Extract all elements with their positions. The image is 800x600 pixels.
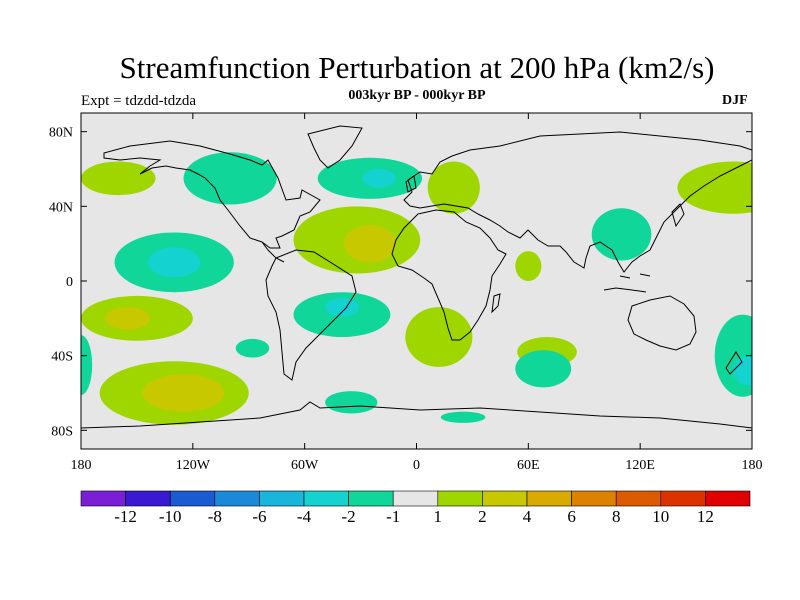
anomaly-region-24 xyxy=(142,374,225,412)
coast-central-america xyxy=(261,241,285,263)
anomaly-region-21 xyxy=(733,355,752,386)
colorbar-label: -6 xyxy=(252,507,266,526)
anomaly-region-22 xyxy=(81,335,93,395)
coast-north-america xyxy=(103,140,321,249)
x-tick-label: 120W xyxy=(176,458,211,473)
map-panel: 180 120W 60W 0 60E 120E 180 80N 40N 0 40S 80S xyxy=(49,112,763,473)
anomaly-region-4 xyxy=(427,161,480,214)
colorbar-swatch xyxy=(348,490,394,507)
coast-south-america xyxy=(265,249,357,381)
colorbar-label: 1 xyxy=(434,507,443,526)
colorbar-swatch xyxy=(705,490,751,507)
colorbar-label: 4 xyxy=(523,507,532,526)
colorbar-swatch xyxy=(615,490,662,507)
x-tick-label: 120E xyxy=(625,458,655,473)
anomaly-region-15 xyxy=(325,297,359,317)
anomaly-region-26 xyxy=(440,411,486,423)
colorbar-label: 12 xyxy=(697,507,714,526)
anomaly-region-25 xyxy=(325,391,378,414)
colorbar-label: 6 xyxy=(567,507,576,526)
colorbar-label: -10 xyxy=(159,507,182,526)
anomaly-region-10 xyxy=(591,208,652,261)
x-tick-label: 180 xyxy=(742,458,763,473)
x-axis: 180 120W 60W 0 60E 120E 180 xyxy=(71,113,763,473)
x-tick-label: 60W xyxy=(291,458,319,473)
y-tick-label: 40N xyxy=(49,200,73,215)
coast-antarctica xyxy=(81,401,752,429)
anomaly-region-1 xyxy=(183,152,277,205)
colorbar-swatch xyxy=(571,490,617,507)
anomaly-region-18 xyxy=(235,338,270,358)
colorbar: -12 -10 -8 -6 -4 -2 -1 1 2 4 6 8 10 12 xyxy=(80,490,751,526)
anomaly-region-3 xyxy=(362,169,396,188)
colorbar-label: -1 xyxy=(386,507,400,526)
coast-madagascar xyxy=(491,293,501,314)
colorbar-swatch xyxy=(482,490,528,507)
x-tick-label: 180 xyxy=(71,458,92,473)
anomaly-region-16 xyxy=(405,307,473,367)
chart-title: Streamfunction Perturbation at 200 hPa (… xyxy=(119,50,715,85)
coast-australia xyxy=(627,295,697,351)
colorbar-label: -4 xyxy=(297,507,312,526)
coast-new-zealand xyxy=(725,351,743,375)
coast-indonesia xyxy=(603,273,651,293)
experiment-label: Expt = tdzdd-tdzda xyxy=(81,93,197,109)
colorbar-label: 2 xyxy=(478,507,487,526)
colorbar-swatch xyxy=(660,490,706,507)
colorbar-swatch xyxy=(125,490,171,507)
anomaly-layer xyxy=(81,152,752,425)
colorbar-swatch xyxy=(303,490,349,507)
coast-british-isles xyxy=(405,175,417,193)
colorbar-swatch xyxy=(169,490,216,507)
anomaly-region-11 xyxy=(515,251,542,281)
period-label: 003kyr BP - 000kyr BP xyxy=(348,88,486,103)
anomaly-region-9 xyxy=(343,225,396,263)
coast-japan xyxy=(671,203,685,228)
y-tick-label: 80S xyxy=(51,424,73,439)
colorbar-swatch xyxy=(80,490,126,507)
anomaly-region-5 xyxy=(677,161,752,214)
coast-africa xyxy=(391,209,507,341)
x-tick-label: 60E xyxy=(517,458,540,473)
colorbar-label: -2 xyxy=(342,507,356,526)
anomaly-region-19 xyxy=(515,350,572,388)
season-label: DJF xyxy=(722,93,748,108)
colorbar-label: 10 xyxy=(652,507,669,526)
colorbar-label: -8 xyxy=(208,507,222,526)
y-tick-label: 80N xyxy=(49,126,73,141)
anomaly-region-7 xyxy=(148,247,201,278)
y-tick-label: 40S xyxy=(51,350,73,365)
x-tick-label: 0 xyxy=(413,458,420,473)
colorbar-label: 8 xyxy=(612,507,621,526)
colorbar-label: -12 xyxy=(114,507,137,526)
coast-greenland xyxy=(307,125,363,169)
colorbar-swatch xyxy=(526,490,572,507)
coastlines xyxy=(81,125,752,429)
colorbar-swatch xyxy=(214,490,260,507)
y-tick-label: 0 xyxy=(66,275,73,290)
colorbar-swatch xyxy=(392,490,439,507)
colorbar-swatch xyxy=(437,490,483,507)
coast-eurasia xyxy=(403,131,752,273)
anomaly-region-13 xyxy=(105,307,150,330)
map-frame xyxy=(80,112,753,450)
anomaly-region-0 xyxy=(81,161,156,196)
y-axis: 80N 40N 0 40S 80S xyxy=(49,126,752,439)
colorbar-swatch xyxy=(259,490,305,507)
